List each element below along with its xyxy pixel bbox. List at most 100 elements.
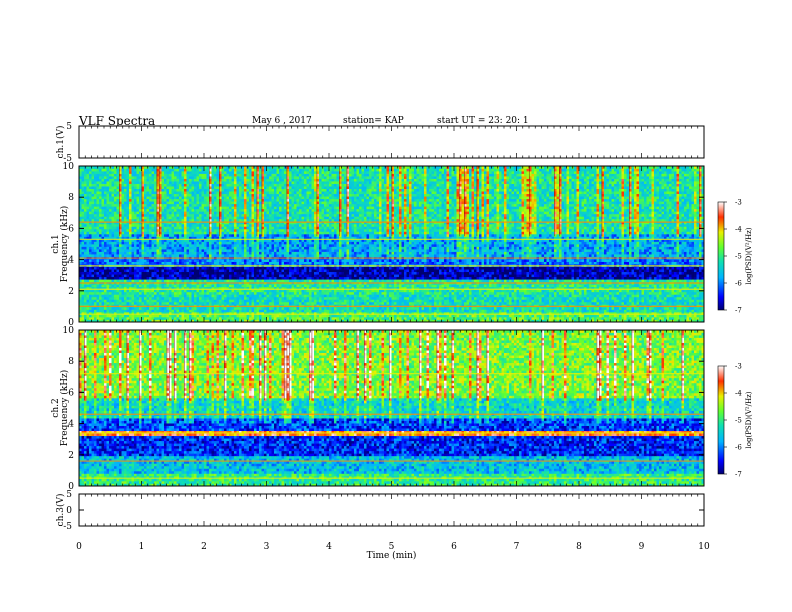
ch1-spec-cell: [319, 314, 322, 317]
ch1-spec-cell: [612, 277, 615, 280]
ch1-spec-cell: [474, 279, 477, 282]
ch1-spec-cell: [327, 294, 330, 297]
ch1-spec-cell: [229, 277, 232, 280]
ch1-spec-cell: [252, 317, 255, 320]
ch1-spec-cell: [622, 284, 625, 287]
ch1-spec-cell: [679, 284, 682, 287]
ch1-spec-cell: [332, 292, 335, 295]
ch1-spec-cell: [569, 292, 572, 295]
ch1-spec-cell: [579, 294, 582, 297]
ch1-spec-cell: [157, 299, 160, 302]
ch1-spec-cell: [494, 297, 497, 300]
ch1-spec-cell: [582, 302, 585, 305]
ch1-spec-cell: [107, 302, 110, 305]
ch1-spec-cell: [139, 274, 142, 277]
ch1-spec-cell: [452, 274, 455, 277]
ch1-spec-cell: [469, 272, 472, 275]
ch1-spec-cell: [339, 309, 342, 312]
ch1-spec-cell: [577, 299, 580, 302]
ch1-spec-cell: [687, 294, 690, 297]
ch1-spec-cell: [499, 284, 502, 287]
ch1-spec-cell: [359, 314, 362, 317]
ch1-spec-cell: [119, 299, 122, 302]
ch1-spec-cell: [672, 299, 675, 302]
ch1-spec-cell: [242, 307, 245, 310]
ch1-spec-cell: [84, 272, 87, 275]
ch1-spec-cell: [432, 277, 435, 280]
ch1-spec-cell: [632, 277, 635, 280]
ch1-spec-cell: [594, 284, 597, 287]
ch1-spec-cell: [167, 317, 170, 320]
ch1-spec-cell: [344, 294, 347, 297]
ch1-spec-cell: [479, 302, 482, 305]
ch1-spec-cell: [669, 284, 672, 287]
ch1-spec-cell: [122, 314, 125, 317]
ch1-spec-cell: [502, 272, 505, 275]
ch1-spec-cell: [82, 279, 85, 282]
ch1-spec-cell: [264, 302, 267, 305]
ch1-spec-cell: [662, 274, 665, 277]
ch1-spec-cell: [357, 274, 360, 277]
ch1-spec-cell: [482, 277, 485, 280]
ch1-spec-cell: [247, 307, 250, 310]
ch1-spec-cell: [497, 292, 500, 295]
ch1-spec-cell: [299, 299, 302, 302]
ch1-spec-cell: [99, 274, 102, 277]
ch1-spec-cell: [634, 307, 637, 310]
ch1-spec-cell: [454, 277, 457, 280]
ch1-spec-cell: [347, 309, 350, 312]
ch1-spec-cell: [379, 309, 382, 312]
ch1-spec-cell: [282, 279, 285, 282]
ch1-spec-cell: [672, 317, 675, 320]
ch1-spec-cell: [297, 297, 300, 300]
ch1-spec-cell: [584, 292, 587, 295]
ch1-spec-cell: [637, 274, 640, 277]
ch1-spec-cell: [399, 317, 402, 320]
ch1-spec-cell: [354, 297, 357, 300]
ch1-spec-cell: [219, 309, 222, 312]
ch1-spec-cell: [692, 277, 695, 280]
ch1-spec-cell: [232, 314, 235, 317]
ch1-spec-cell: [417, 317, 420, 320]
ch1-spec-cell: [282, 284, 285, 287]
ch1-spec-cell: [397, 314, 400, 317]
ch1-spec-cell: [414, 307, 417, 310]
ch1-spec-cell: [444, 302, 447, 305]
ch1-spec-cell: [684, 294, 687, 297]
ch1-spec-cell: [169, 272, 172, 275]
ch1-spec-cell: [637, 299, 640, 302]
ch1-spec-cell: [129, 272, 132, 275]
ch1-spec-cell: [639, 294, 642, 297]
ch1-spec-cell: [474, 292, 477, 295]
ch1-spec-cell: [294, 292, 297, 295]
ch1-spec-cell: [334, 307, 337, 310]
ch1-spec-cell: [152, 309, 155, 312]
ch1-spec-cell: [387, 317, 390, 320]
ch1-spec-cell: [574, 284, 577, 287]
ch1-spec-cell: [497, 317, 500, 320]
ch1-spec-cell: [239, 297, 242, 300]
ch1-spec-cell: [127, 277, 130, 280]
ch1-spec-cell: [494, 309, 497, 312]
ch1-spec-cell: [202, 307, 205, 310]
ch1-spec-cell: [399, 302, 402, 305]
ch1-spec-cell: [689, 292, 692, 295]
ch1-spec-cell: [637, 314, 640, 317]
ch1-spec-cell: [187, 317, 190, 320]
ch1-spec-cell: [254, 317, 257, 320]
ch1-spec-cell: [619, 299, 622, 302]
ch1-spec-cell: [152, 292, 155, 295]
ch1-spec-cell: [484, 297, 487, 300]
ch1-spec-cell: [289, 284, 292, 287]
ch1-spec-cell: [492, 314, 495, 317]
ch1-spec-cell: [332, 277, 335, 280]
ch1-spec-cell: [574, 302, 577, 305]
ch1-spec-cell: [699, 309, 702, 312]
ch1-spec-cell: [497, 302, 500, 305]
ch1-spec-cell: [612, 279, 615, 282]
ch1-spec-cell: [187, 279, 190, 282]
ch1-spec-cell: [469, 279, 472, 282]
ch1-spec-cell: [652, 292, 655, 295]
ch1-spec-cell: [649, 307, 652, 310]
ch1-spec-cell: [112, 279, 115, 282]
